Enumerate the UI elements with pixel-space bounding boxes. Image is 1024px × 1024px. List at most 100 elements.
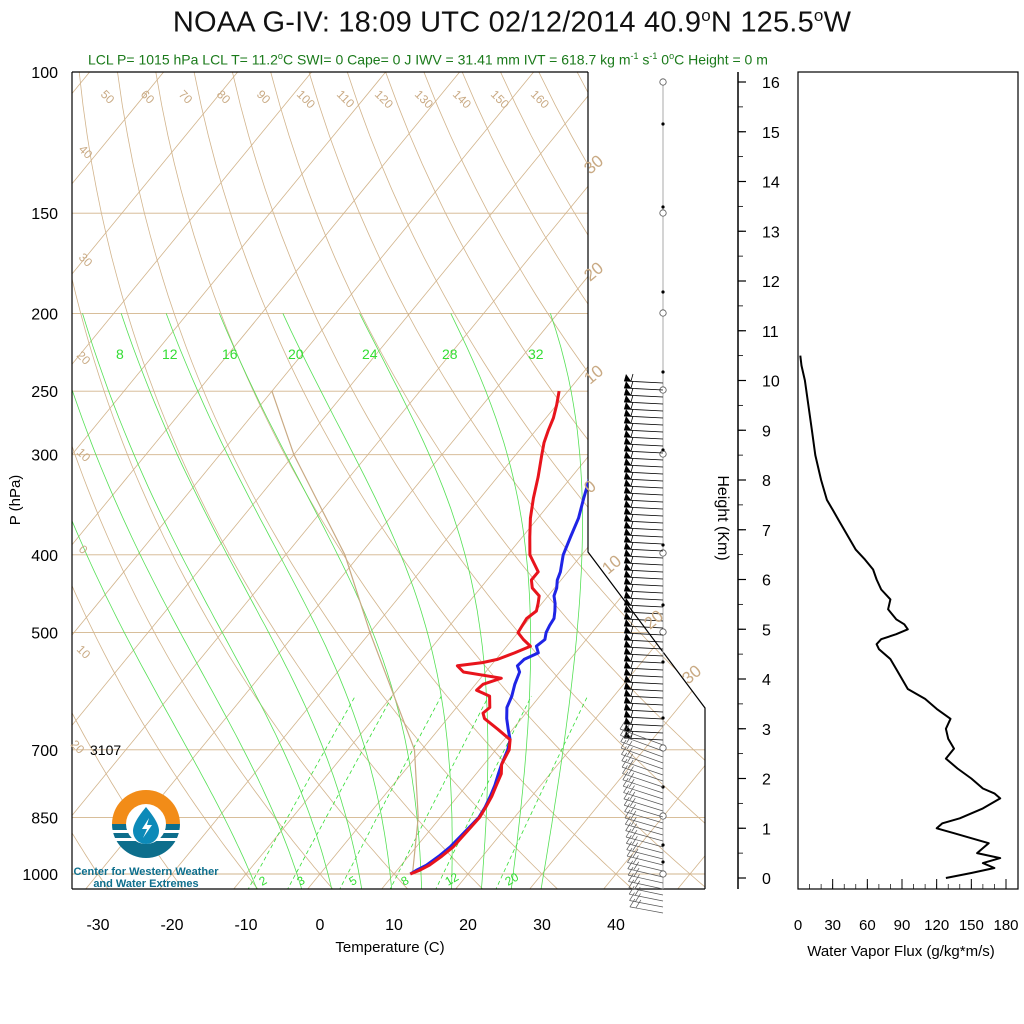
mixing-ratio-line	[246, 695, 356, 889]
wind-calm-circle	[659, 450, 667, 458]
moist-adiabat	[82, 313, 333, 889]
height-tick-label: 9	[762, 423, 771, 440]
dry-adiabat	[372, 72, 705, 889]
wind-barb-shaft	[627, 868, 664, 878]
wind-barb-flag	[624, 507, 631, 514]
dry-adiabat	[112, 72, 560, 889]
thermo-grid	[72, 35, 1024, 891]
wind-barb-feather	[633, 861, 640, 870]
wind-barb-feather	[630, 810, 637, 820]
wind-barb-feather	[627, 854, 633, 863]
isotherm-label-right: 10	[580, 361, 607, 388]
wind-barb-shaft	[623, 667, 664, 671]
flux-frame	[797, 71, 1019, 890]
mixing-ratio-label: 8	[116, 346, 124, 362]
dry-adiabat	[298, 72, 705, 889]
flux-tick-label: 120	[924, 917, 949, 934]
wind-barb-feather	[627, 747, 633, 756]
wind-barb-shaft	[623, 590, 664, 594]
wind-barb-feather	[630, 618, 634, 627]
dry-adiabat	[447, 72, 705, 889]
wind-barb-flag	[624, 444, 631, 451]
height-tick-label: 0	[762, 871, 771, 888]
wind-barb-feather	[630, 373, 634, 382]
wind-dot	[661, 370, 665, 374]
wind-barb-flag	[624, 486, 631, 493]
pressure-tick-label: 850	[31, 810, 58, 827]
wind-barb-flag	[624, 451, 631, 458]
wind-barb-feather	[630, 611, 634, 620]
wind-barb-feather	[630, 625, 634, 634]
wind-barb-feather	[630, 688, 634, 697]
mixing-ratio-bottom-label: 20	[503, 870, 522, 889]
mixing-ratio-line	[494, 695, 588, 889]
wind-barb-shaft	[627, 862, 664, 872]
wind-barb-shaft	[623, 450, 664, 454]
wind-barb-shaft	[624, 817, 664, 830]
wind-barb-feather	[626, 728, 632, 737]
wind-barb-shaft	[623, 380, 664, 384]
wind-barb-feather	[627, 860, 634, 869]
wind-barb-shaft	[623, 492, 664, 496]
wind-dot	[661, 205, 665, 209]
wind-barb-feather	[630, 723, 634, 732]
wind-barb-flag	[624, 535, 631, 542]
wind-barb-shaft	[624, 811, 664, 824]
wind-barb-feather	[635, 899, 642, 909]
wind-barb-flag	[624, 584, 631, 591]
wind-barb-shaft	[623, 520, 664, 524]
wind-barb-feather	[630, 527, 634, 536]
moist-adiabat	[165, 313, 393, 889]
wind-barb-feather	[630, 429, 634, 438]
dry-adiabat	[72, 72, 185, 889]
wind-barb-shaft	[623, 716, 664, 720]
dry-adiabat	[745, 35, 1024, 891]
mixing-ratio-label: 16	[222, 346, 238, 362]
wind-barb-feather	[630, 597, 634, 606]
wind-dot	[661, 603, 665, 607]
wind-barb-feather	[623, 790, 630, 800]
adiabat-label: 90	[254, 87, 274, 107]
isotherm-line	[83, 72, 705, 889]
wind-barb-feather	[630, 674, 634, 683]
wind-barb-flag	[624, 696, 631, 703]
mixing-ratio-label: 12	[162, 346, 178, 362]
dry-adiabat	[72, 72, 410, 889]
wind-barb-feather	[628, 772, 635, 782]
sounding-traces	[271, 390, 616, 876]
wind-barb-flag	[624, 654, 631, 661]
wind-barb-flag	[624, 381, 631, 388]
wind-barb-flag	[624, 710, 631, 717]
wind-barb-shaft	[623, 471, 664, 475]
wind-barb-feather	[630, 716, 634, 725]
isotherm-line	[157, 72, 705, 889]
temperature-tick-label: -30	[86, 917, 109, 934]
moist-adiabat	[72, 313, 258, 889]
isotherm-line	[72, 72, 121, 889]
wind-barb-feather	[621, 746, 627, 755]
wind-barb-flag	[624, 556, 631, 563]
wind-barb-flag	[624, 423, 631, 430]
wind-barb-shaft	[623, 674, 664, 678]
wind-barb-flag	[624, 675, 631, 682]
wind-barb-feather	[622, 771, 629, 781]
wind-barb-shaft	[625, 830, 664, 842]
wind-barb-flag	[624, 703, 631, 710]
mixing-ratio-line	[338, 695, 442, 889]
moist-adiabat	[72, 313, 303, 889]
temperature-tick-label: 40	[607, 917, 625, 934]
wind-barb-shaft	[623, 695, 664, 699]
adiabat-label: 70	[176, 87, 196, 107]
temperature-tick-label: -20	[160, 917, 183, 934]
wind-barb-shaft	[623, 534, 664, 538]
wind-barb-feather	[622, 777, 629, 787]
height-tick-label: 13	[762, 224, 780, 241]
wind-barb-shaft	[623, 611, 664, 615]
wind-barb-flag	[624, 661, 631, 668]
pressure-tick-label: 100	[31, 65, 58, 82]
wind-barb-shaft	[623, 639, 664, 643]
wind-barb-feather	[621, 758, 628, 768]
mixing-ratio-line	[286, 695, 393, 889]
wind-barb-feather	[630, 667, 634, 676]
wind-calm-circle	[659, 309, 667, 317]
